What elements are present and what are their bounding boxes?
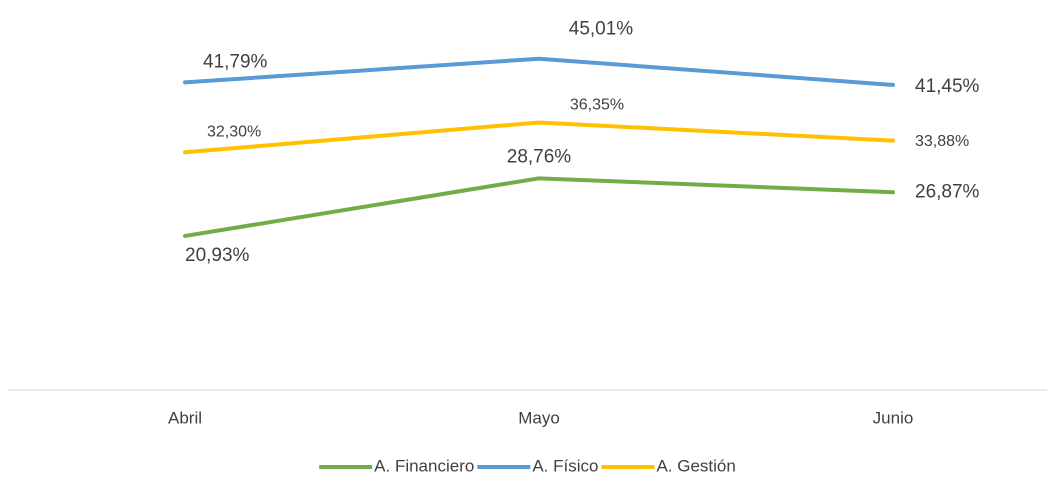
- data-label: 33,88%: [915, 133, 969, 150]
- legend-label: A. Físico: [532, 456, 598, 475]
- series-line: [183, 176, 895, 238]
- data-label: 41,79%: [203, 51, 268, 72]
- x-tick-label: Abril: [168, 408, 202, 427]
- series-line: [183, 120, 895, 155]
- x-tick-label: Mayo: [518, 408, 560, 427]
- legend-label: A. Gestión: [656, 456, 735, 475]
- data-label: 45,01%: [569, 19, 634, 40]
- data-label: 28,76%: [507, 146, 572, 167]
- legend-label: A. Financiero: [374, 456, 474, 475]
- x-tick-label: Junio: [873, 408, 914, 427]
- data-label: 36,35%: [570, 97, 624, 114]
- data-label: 32,30%: [207, 123, 261, 140]
- data-label: 20,93%: [185, 245, 250, 266]
- series-line: [183, 56, 895, 87]
- data-label: 26,87%: [915, 181, 980, 202]
- data-label: 41,45%: [915, 76, 980, 97]
